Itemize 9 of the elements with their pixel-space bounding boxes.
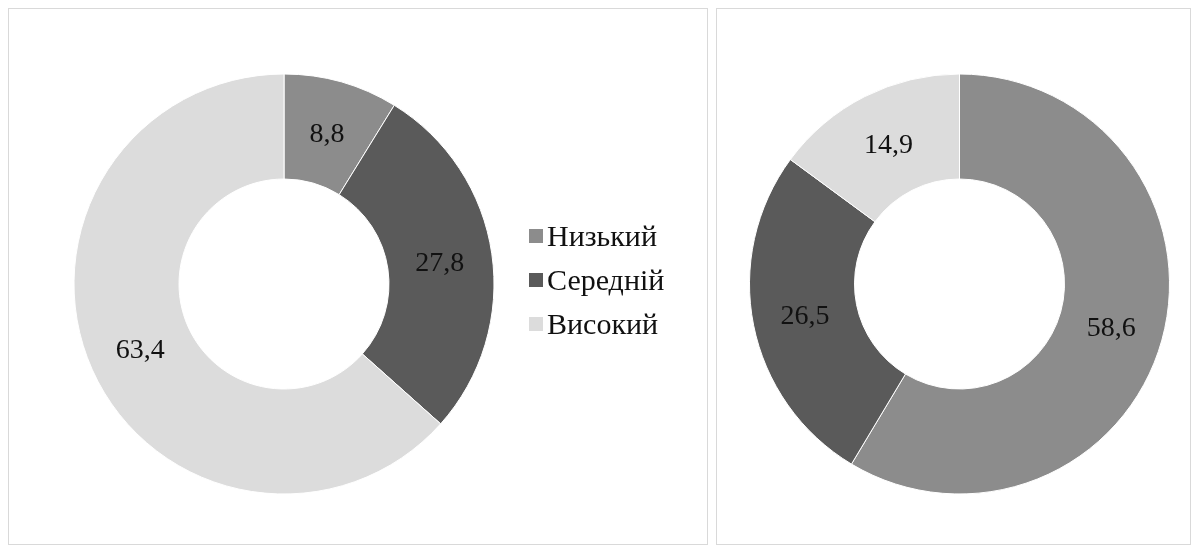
data-label: 27,8	[415, 245, 465, 277]
data-label: 63,4	[115, 332, 165, 364]
data-label: 14,9	[863, 127, 913, 159]
legend-label: Низький	[547, 218, 657, 254]
data-label: 58,6	[1086, 310, 1136, 342]
data-label: 26,5	[780, 299, 830, 331]
legend-label: Високий	[547, 306, 659, 342]
data-label: 8,8	[309, 116, 345, 148]
legend-label: Середній	[547, 262, 665, 298]
